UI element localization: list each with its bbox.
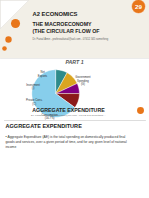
svg-text:NetExports: NetExports [38, 70, 48, 77]
svg-text:Investment(I): Investment(I) [26, 83, 40, 90]
svg-text:GovernmentSpending(G): GovernmentSpending(G) [75, 75, 90, 86]
svg-text:Dr. Faisal Amin - professafais: Dr. Faisal Amin - professafaisal@aol.com… [33, 37, 109, 41]
svg-text:Private Cons.(C): Private Cons.(C) [26, 98, 43, 105]
svg-text:Dr. Faisal Amin - professafais: Dr. Faisal Amin - professafaisal@aol.com… [31, 114, 106, 117]
svg-text:(THE CIRCULAR FLOW OF: (THE CIRCULAR FLOW OF [33, 28, 101, 34]
svg-text:AGGREGATE EXPENDITURE: AGGREGATE EXPENDITURE [6, 123, 83, 129]
svg-text:AGGREGATE EXPENDITURE: AGGREGATE EXPENDITURE [32, 107, 105, 113]
svg-text:A2 ECONOMICS: A2 ECONOMICS [33, 11, 78, 17]
svg-text:29: 29 [135, 3, 142, 10]
svg-text:PART 1: PART 1 [65, 59, 83, 65]
svg-text:• Aggregate Expenditure (AE) i: • Aggregate Expenditure (AE) is the tota… [6, 135, 127, 149]
svg-text:THE MACROECONOMY: THE MACROECONOMY [33, 21, 93, 27]
